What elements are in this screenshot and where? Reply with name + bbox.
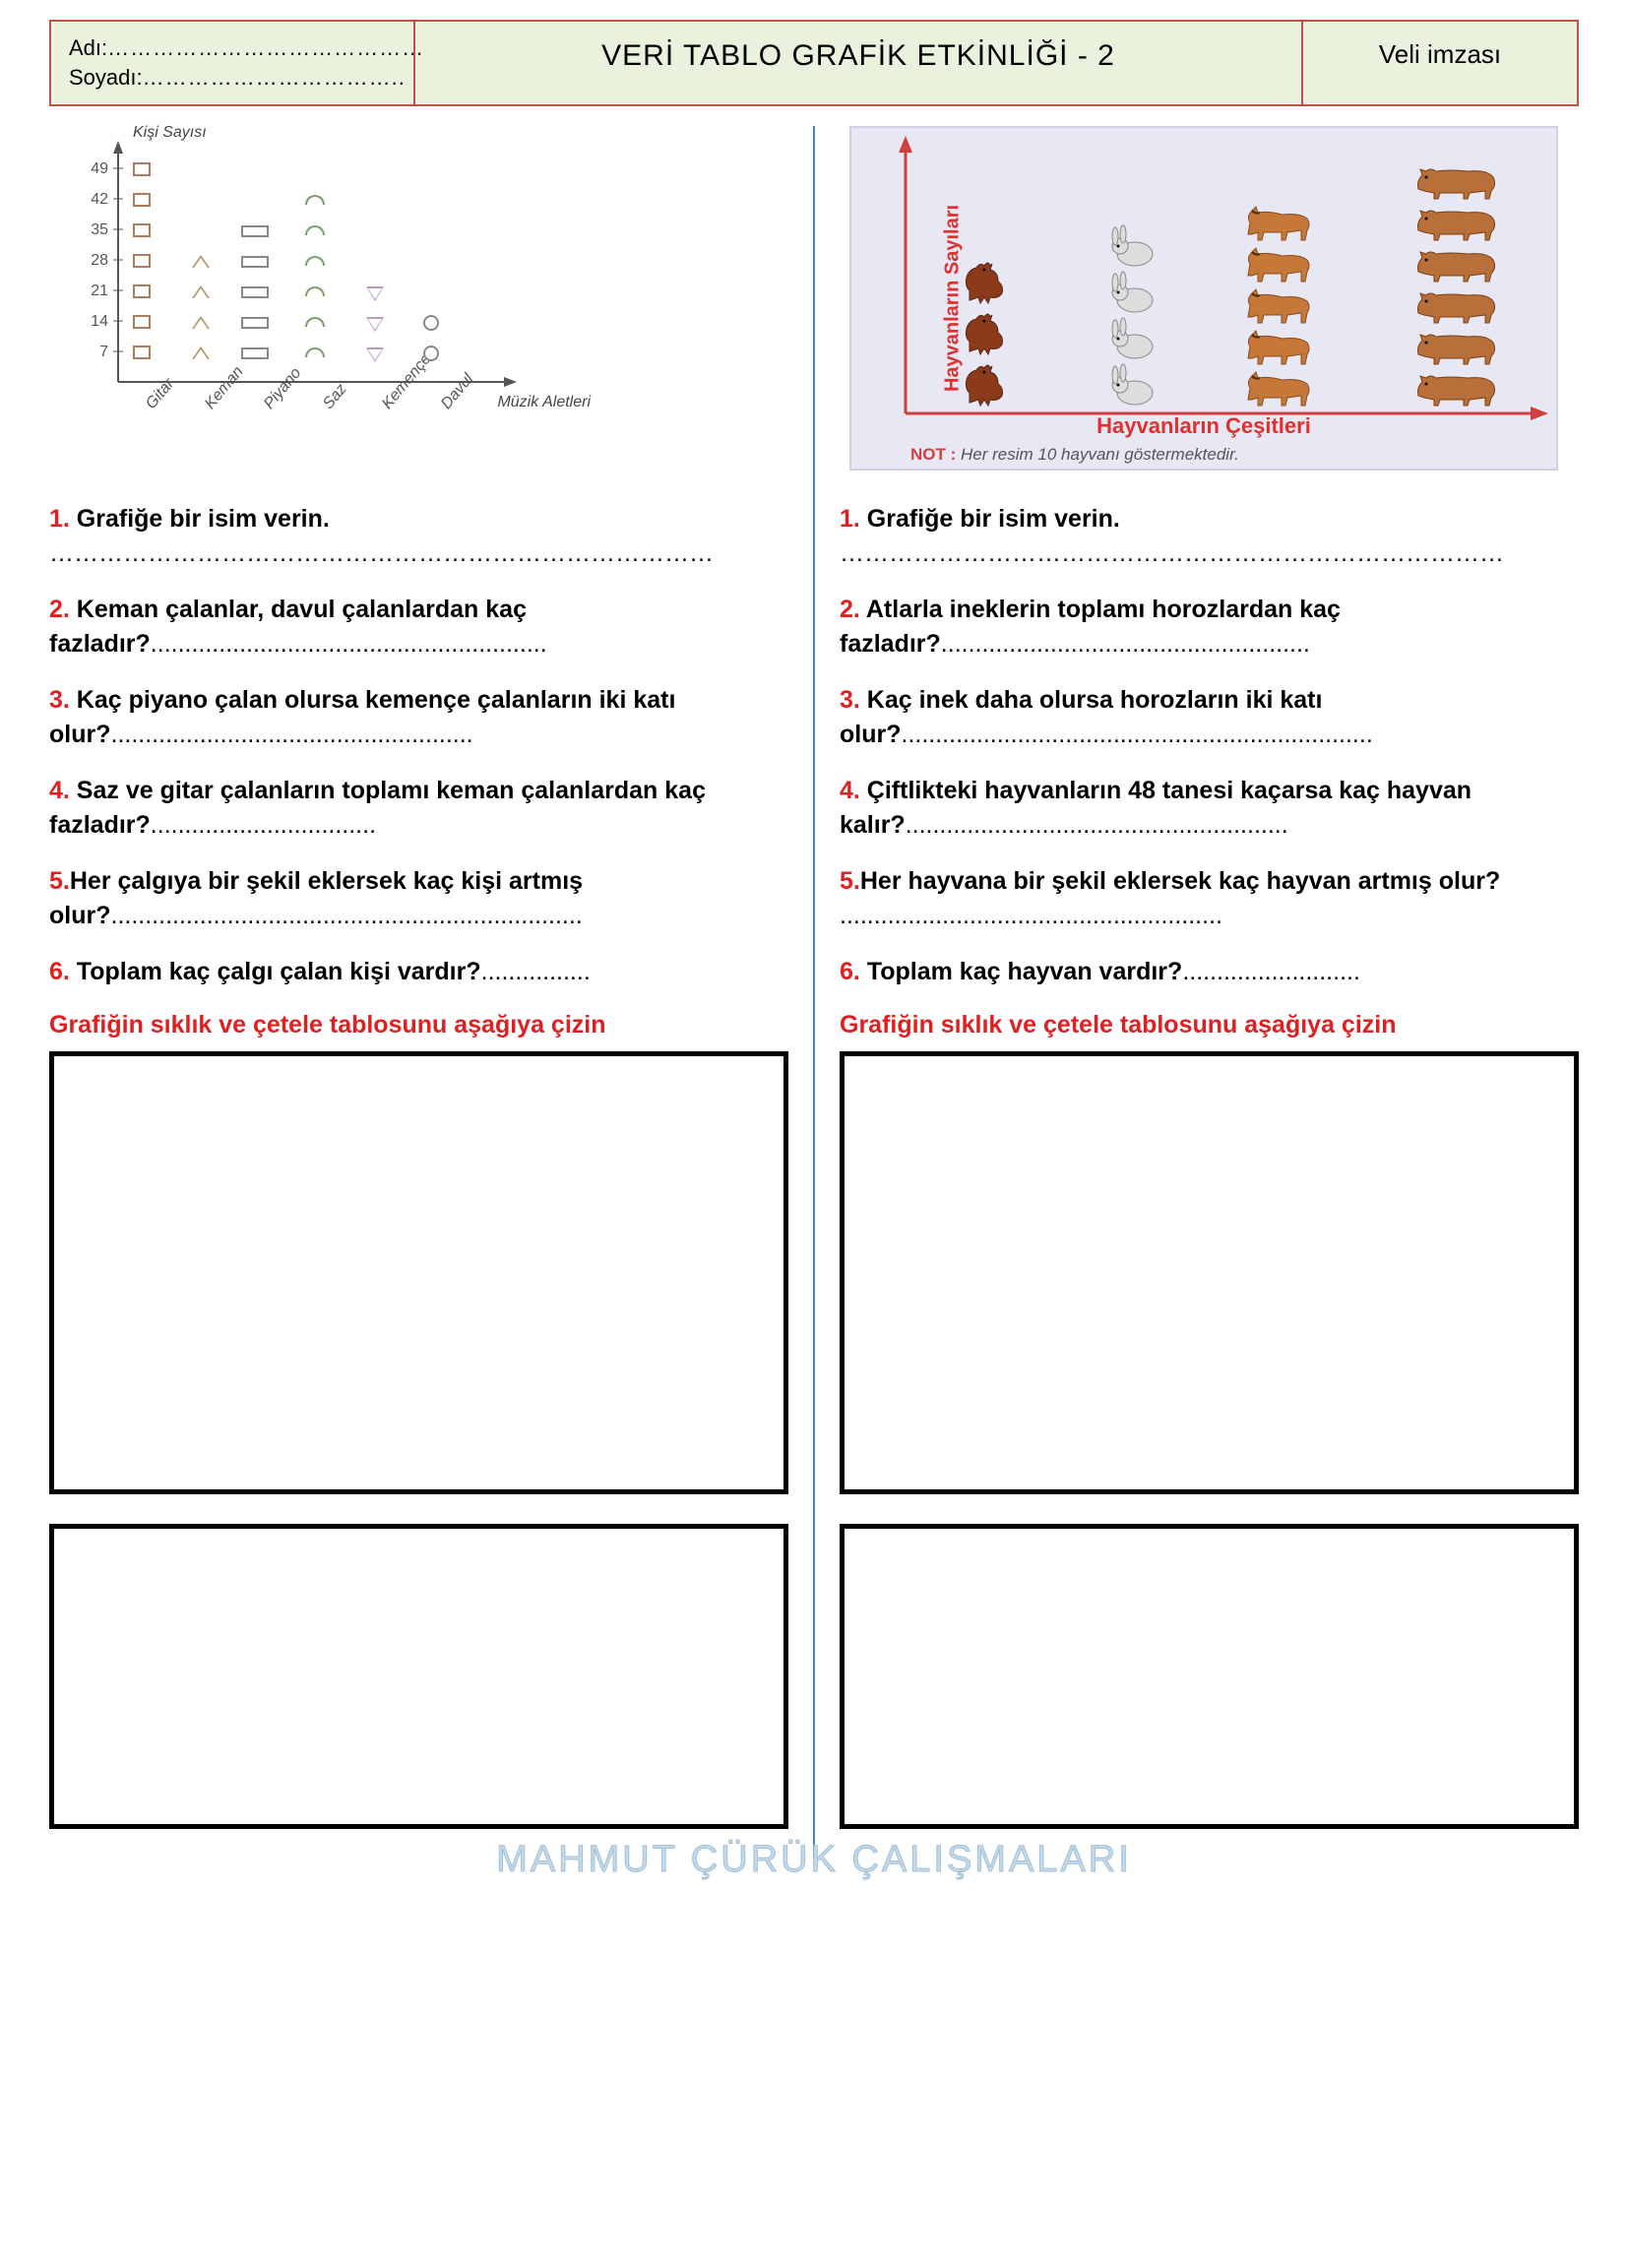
- cow-column: [1383, 161, 1531, 408]
- keman-mark: [192, 314, 210, 329]
- right-column: Hayvanların Sayıları Hayvanların Çeşitle…: [840, 126, 1579, 1858]
- davul-mark: [423, 315, 439, 331]
- left-q3: 3. Kaç piyano çalan olursa kemençe çalan…: [49, 683, 788, 752]
- cow-icon: [1410, 244, 1504, 284]
- piyano-mark: [241, 225, 269, 237]
- cow-icon: [1410, 161, 1504, 201]
- saz-mark: [305, 225, 325, 235]
- keman-mark: [192, 345, 210, 359]
- left-q6: 6. Toplam kaç çalgı çalan kişi vardır?..…: [49, 955, 788, 989]
- gitar-mark: [133, 284, 151, 298]
- rooster-icon: [955, 307, 1014, 356]
- saz-mark: [305, 347, 325, 357]
- signature-label: Veli imzası: [1301, 22, 1577, 104]
- left-q1: 1. Grafiğe bir isim verin.………………………………………: [49, 502, 788, 571]
- ytick-7: 7: [79, 344, 108, 361]
- piyano-mark: [241, 317, 269, 329]
- left-q5: 5.Her çalgıya bir şekil eklersek kaç kiş…: [49, 864, 788, 933]
- ytick-42: 42: [79, 191, 108, 209]
- name-dots: ……………………………………: [107, 35, 424, 60]
- saz-mark: [305, 195, 325, 205]
- rooster-icon: [955, 256, 1014, 305]
- cow-icon: [1410, 285, 1504, 325]
- rabbit-icon: [1105, 224, 1159, 269]
- left-column: Kişi Sayısı Müzik Aletleri 7 14: [49, 126, 788, 1858]
- ytick-28: 28: [79, 252, 108, 270]
- rabbit-icon: [1105, 317, 1159, 361]
- horse-icon: [1238, 368, 1322, 408]
- right-instruction: Grafiğin sıklık ve çetele tablosunu aşağ…: [840, 1011, 1579, 1040]
- ytick-35: 35: [79, 221, 108, 239]
- piyano-mark: [241, 347, 269, 359]
- horse-icon: [1238, 285, 1322, 325]
- davul-mark: [423, 346, 439, 361]
- chart2-note: NOT : Her resim 10 hayvanı göstermektedi…: [910, 445, 1239, 465]
- keman-mark: [192, 253, 210, 268]
- rabbit-column: [1078, 224, 1186, 408]
- kemence-mark: [366, 347, 384, 362]
- kemence-mark: [366, 286, 384, 301]
- name-fields: Adı:…………………………………… Soyadı:……………………………..: [51, 22, 415, 104]
- right-q4: 4. Çiftlikteki hayvanların 48 tanesi kaç…: [840, 774, 1579, 843]
- right-box-1: [840, 1051, 1579, 1494]
- animal-chart: Hayvanların Sayıları Hayvanların Çeşitle…: [840, 126, 1579, 480]
- gitar-mark: [133, 193, 151, 207]
- horse-icon: [1238, 327, 1322, 366]
- cow-icon: [1410, 368, 1504, 408]
- worksheet-header: Adı:…………………………………… Soyadı:…………………………….. …: [49, 20, 1579, 106]
- gitar-mark: [133, 346, 151, 359]
- saz-mark: [305, 256, 325, 266]
- kemence-mark: [366, 317, 384, 332]
- chart1-axes: [69, 126, 581, 471]
- right-q5: 5.Her hayvana bir şekil eklersek kaç hay…: [840, 864, 1579, 933]
- left-q4: 4. Saz ve gitar çalanların toplamı keman…: [49, 774, 788, 843]
- gitar-mark: [133, 254, 151, 268]
- chart2-xlabel: Hayvanların Çeşitleri: [1096, 413, 1311, 439]
- cow-icon: [1410, 203, 1504, 242]
- rooster-icon: [955, 358, 1014, 408]
- right-q2: 2. Atlarla ineklerin toplamı horozlardan…: [840, 593, 1579, 662]
- column-divider: [813, 126, 815, 1858]
- left-box-2: [49, 1524, 788, 1829]
- cow-icon: [1410, 327, 1504, 366]
- rabbit-icon: [1105, 363, 1159, 408]
- horse-icon: [1238, 203, 1322, 242]
- saz-mark: [305, 286, 325, 296]
- surname-dots: ……………………………..: [143, 65, 406, 90]
- horse-column: [1216, 203, 1344, 408]
- right-q6: 6. Toplam kaç hayvan vardır?............…: [840, 955, 1579, 989]
- main-columns: Kişi Sayısı Müzik Aletleri 7 14: [49, 126, 1579, 1858]
- keman-mark: [192, 284, 210, 298]
- piyano-mark: [241, 256, 269, 268]
- left-q2: 2. Keman çalanlar, davul çalanlardan kaç…: [49, 593, 788, 662]
- ytick-49: 49: [79, 160, 108, 178]
- piyano-mark: [241, 286, 269, 298]
- surname-label: Soyadı:: [69, 65, 143, 90]
- gitar-mark: [133, 315, 151, 329]
- instrument-chart: Kişi Sayısı Müzik Aletleri 7 14: [49, 126, 788, 480]
- ytick-14: 14: [79, 313, 108, 331]
- rabbit-icon: [1105, 271, 1159, 315]
- ytick-21: 21: [79, 283, 108, 300]
- left-box-1: [49, 1051, 788, 1494]
- worksheet-title: VERİ TABLO GRAFİK ETKİNLİĞİ - 2: [415, 22, 1301, 104]
- name-label: Adı:: [69, 35, 107, 60]
- right-q1: 1. Grafiğe bir isim verin.………………………………………: [840, 502, 1579, 571]
- gitar-mark: [133, 162, 151, 176]
- saz-mark: [305, 317, 325, 327]
- left-instruction: Grafiğin sıklık ve çetele tablosunu aşağ…: [49, 1011, 788, 1040]
- gitar-mark: [133, 223, 151, 237]
- horse-icon: [1238, 244, 1322, 284]
- right-box-2: [840, 1524, 1579, 1829]
- rooster-column: [930, 256, 1038, 408]
- right-q3: 3. Kaç inek daha olursa horozların iki k…: [840, 683, 1579, 752]
